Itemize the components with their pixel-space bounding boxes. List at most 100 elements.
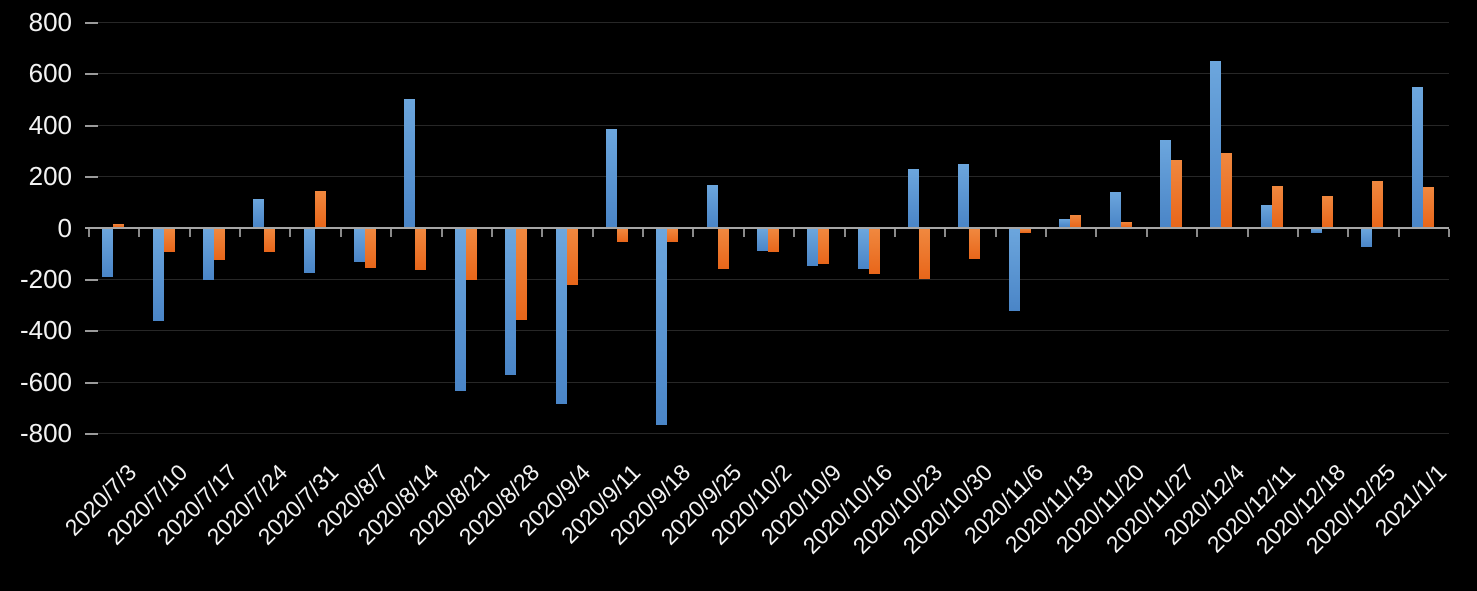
category-tick bbox=[1045, 229, 1047, 237]
bar-series-2-orange-2020/8/14 bbox=[415, 229, 426, 270]
y-axis-tick-800 bbox=[85, 22, 98, 24]
bar-series-1-blue-2021/1/1 bbox=[1412, 87, 1423, 227]
gridline-800 bbox=[85, 22, 1449, 23]
bar-series-1-blue-2020/9/18 bbox=[656, 229, 667, 425]
bar-series-1-blue-2020/8/14 bbox=[404, 99, 415, 227]
bar-series-2-orange-2020/7/10 bbox=[164, 229, 175, 252]
y-axis-tick--800 bbox=[85, 433, 98, 435]
bar-series-1-blue-2020/9/11 bbox=[606, 129, 617, 227]
bar-series-1-blue-2020/10/30 bbox=[958, 164, 969, 227]
bar-series-2-orange-2020/8/7 bbox=[365, 229, 376, 268]
y-axis-tick-600 bbox=[85, 73, 98, 75]
category-tick bbox=[239, 229, 241, 237]
gridline-200 bbox=[85, 176, 1449, 177]
bar-series-2-orange-2020/12/18 bbox=[1322, 196, 1333, 227]
bar-series-1-blue-2020/11/6 bbox=[1009, 229, 1020, 311]
category-tick bbox=[793, 229, 795, 237]
bar-series-1-blue-2020/11/27 bbox=[1160, 140, 1171, 227]
bar-series-2-orange-2020/8/21 bbox=[466, 229, 477, 280]
category-tick bbox=[189, 229, 191, 237]
bar-series-2-orange-2020/10/9 bbox=[818, 229, 829, 264]
bar-series-2-orange-2020/12/25 bbox=[1372, 181, 1383, 227]
bar-series-1-blue-2020/7/17 bbox=[203, 229, 214, 280]
y-axis-label: -600 bbox=[19, 367, 72, 397]
bar-series-2-orange-2020/10/16 bbox=[869, 229, 880, 274]
category-tick bbox=[1146, 229, 1148, 237]
bar-series-1-blue-2020/7/31 bbox=[304, 229, 315, 273]
bar-series-1-blue-2020/10/2 bbox=[757, 229, 768, 251]
category-tick bbox=[692, 229, 694, 237]
category-tick bbox=[642, 229, 644, 237]
bar-series-2-orange-2020/11/20 bbox=[1121, 222, 1132, 227]
category-tick bbox=[491, 229, 493, 237]
bar-series-2-orange-2020/12/11 bbox=[1272, 186, 1283, 227]
category-tick bbox=[541, 229, 543, 237]
y-axis-tick-400 bbox=[85, 125, 98, 127]
bar-series-1-blue-2020/12/18 bbox=[1311, 229, 1322, 233]
bar-series-2-orange-2020/9/4 bbox=[567, 229, 578, 285]
category-tick bbox=[844, 229, 846, 237]
y-axis-label: -400 bbox=[19, 315, 72, 345]
bar-series-2-orange-2020/7/3 bbox=[113, 224, 124, 227]
bar-series-2-orange-2020/9/18 bbox=[667, 229, 678, 242]
bar-series-1-blue-2020/10/23 bbox=[908, 169, 919, 227]
bar-series-1-blue-2020/7/10 bbox=[153, 229, 164, 321]
bar-series-1-blue-2020/8/28 bbox=[505, 229, 516, 375]
bar-series-1-blue-2020/11/13 bbox=[1059, 219, 1070, 227]
gridline--800 bbox=[85, 433, 1449, 434]
category-tick bbox=[1297, 229, 1299, 237]
bar-series-1-blue-2020/9/4 bbox=[556, 229, 567, 404]
bar-series-2-orange-2020/10/23 bbox=[919, 229, 930, 279]
y-axis-label: 600 bbox=[28, 58, 72, 88]
y-axis-label: 200 bbox=[28, 161, 72, 191]
gridline-600 bbox=[85, 73, 1449, 74]
y-axis-label: 400 bbox=[28, 110, 72, 140]
y-axis-label: 0 bbox=[57, 213, 72, 243]
bar-series-2-orange-2020/8/28 bbox=[516, 229, 527, 320]
category-tick bbox=[995, 229, 997, 237]
bar-series-1-blue-2020/12/25 bbox=[1361, 229, 1372, 247]
gridline-400 bbox=[85, 125, 1449, 126]
category-tick bbox=[1448, 229, 1450, 237]
bar-series-1-blue-2020/12/4 bbox=[1210, 61, 1221, 227]
category-tick bbox=[138, 229, 140, 237]
bar-series-2-orange-2020/10/2 bbox=[768, 229, 779, 252]
category-tick bbox=[1095, 229, 1097, 237]
bar-series-2-orange-2020/10/30 bbox=[969, 229, 980, 259]
bar-series-2-orange-2020/12/4 bbox=[1221, 153, 1232, 227]
bar-series-2-orange-2020/11/13 bbox=[1070, 215, 1081, 227]
bar-series-1-blue-2020/10/16 bbox=[858, 229, 869, 269]
bar-series-1-blue-2020/7/3 bbox=[102, 229, 113, 277]
bar-series-1-blue-2020/7/24 bbox=[253, 199, 264, 227]
y-axis-tick-200 bbox=[85, 176, 98, 178]
y-axis-label: -200 bbox=[19, 264, 72, 294]
category-tick bbox=[894, 229, 896, 237]
category-tick bbox=[592, 229, 594, 237]
category-tick bbox=[1398, 229, 1400, 237]
bar-series-1-blue-2020/12/11 bbox=[1261, 205, 1272, 227]
category-tick bbox=[340, 229, 342, 237]
category-tick bbox=[390, 229, 392, 237]
category-tick bbox=[88, 229, 90, 237]
bar-series-2-orange-2020/11/6 bbox=[1020, 229, 1031, 233]
x-axis-line bbox=[85, 227, 1449, 229]
bar-series-2-orange-2021/1/1 bbox=[1423, 187, 1434, 227]
bar-series-1-blue-2020/11/20 bbox=[1110, 192, 1121, 227]
bar-series-2-orange-2020/7/17 bbox=[214, 229, 225, 260]
bar-series-2-orange-2020/7/24 bbox=[264, 229, 275, 252]
bar-series-1-blue-2020/10/9 bbox=[807, 229, 818, 266]
category-tick bbox=[944, 229, 946, 237]
category-tick bbox=[1347, 229, 1349, 237]
bar-series-2-orange-2020/7/31 bbox=[315, 191, 326, 227]
gridline--400 bbox=[85, 330, 1449, 331]
y-axis-label: -800 bbox=[19, 418, 72, 448]
y-axis-tick--200 bbox=[85, 279, 98, 281]
category-tick bbox=[743, 229, 745, 237]
y-axis-tick--400 bbox=[85, 330, 98, 332]
category-tick bbox=[1247, 229, 1249, 237]
bar-series-2-orange-2020/11/27 bbox=[1171, 160, 1182, 227]
y-axis-tick--600 bbox=[85, 382, 98, 384]
gridline--600 bbox=[85, 382, 1449, 383]
bar-series-1-blue-2020/8/21 bbox=[455, 229, 466, 391]
